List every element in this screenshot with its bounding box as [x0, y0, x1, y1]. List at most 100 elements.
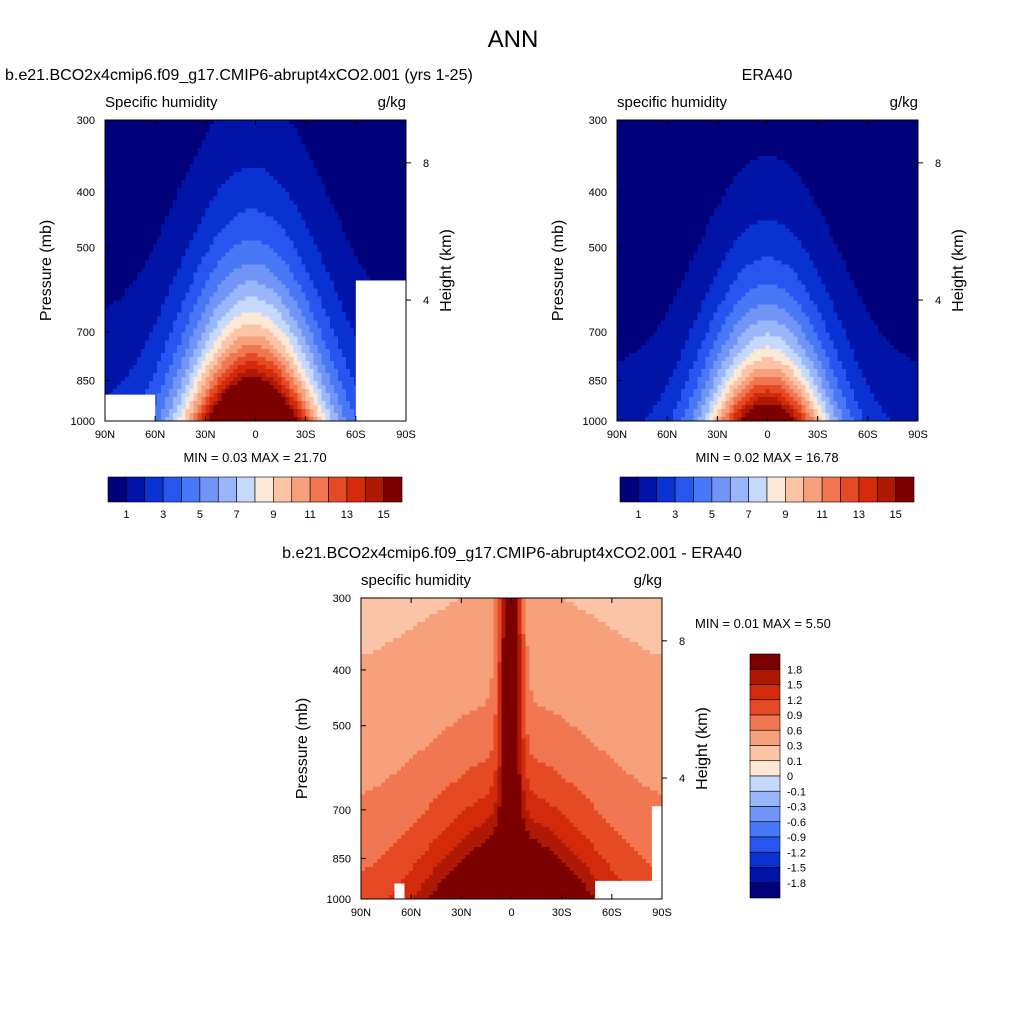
- contour-cell: [169, 360, 174, 366]
- contour-cell: [213, 156, 218, 161]
- contour-cell: [237, 384, 243, 390]
- contour-cell: [377, 180, 383, 185]
- contour-cell: [329, 340, 335, 346]
- contour-cell: [389, 128, 395, 133]
- contour-cell: [125, 152, 130, 157]
- contour-cell: [309, 264, 315, 270]
- contour-cell: [121, 372, 126, 378]
- contour-cell: [117, 308, 122, 314]
- contour-cell: [205, 344, 210, 350]
- contour-cell: [221, 332, 226, 338]
- contour-cell: [353, 236, 359, 241]
- contour-cell: [357, 208, 363, 213]
- contour-cell: [293, 268, 299, 274]
- contour-cell: [185, 284, 190, 290]
- contour-cell: [157, 384, 162, 390]
- contour-cell: [337, 132, 343, 137]
- contour-cell: [181, 380, 186, 386]
- contour-cell: [269, 164, 275, 169]
- contour-cell: [233, 192, 239, 197]
- contour-cell: [109, 224, 114, 229]
- contour-cell: [337, 376, 343, 382]
- contour-cell: [297, 372, 303, 378]
- contour-cell: [225, 180, 231, 185]
- contour-cell: [221, 192, 226, 197]
- contour-cell: [129, 372, 134, 378]
- contour-cell: [253, 292, 259, 298]
- contour-cell: [145, 240, 150, 246]
- contour-cell: [317, 308, 323, 314]
- contour-cell: [265, 300, 271, 306]
- contour-cell: [181, 308, 186, 314]
- contour-cell: [213, 192, 218, 197]
- contour-cell: [153, 212, 158, 217]
- contour-cell: [325, 256, 331, 262]
- contour-cell: [401, 140, 407, 145]
- contour-cell: [333, 216, 339, 221]
- contour-cell: [337, 316, 343, 322]
- contour-cell: [209, 336, 214, 342]
- contour-cell: [133, 216, 138, 221]
- contour-cell: [293, 260, 299, 266]
- contour-cell: [213, 216, 218, 221]
- contour-cell: [265, 140, 271, 145]
- contour-cell: [325, 344, 331, 350]
- contour-cell: [169, 352, 174, 358]
- contour-cell: [217, 200, 222, 205]
- contour-cell: [317, 204, 323, 209]
- contour-cell: [325, 340, 331, 346]
- contour-cell: [181, 144, 186, 149]
- contour-cell: [349, 212, 355, 217]
- contour-cell: [301, 220, 307, 225]
- contour-cell: [265, 372, 271, 378]
- contour-cell: [157, 264, 162, 270]
- contour-cell: [281, 380, 287, 386]
- contour-cell: [153, 328, 158, 334]
- contour-cell: [113, 152, 118, 157]
- contour-cell: [221, 340, 226, 346]
- contour-cell: [181, 128, 186, 133]
- contour-cell: [349, 172, 355, 177]
- contour-cell: [189, 132, 194, 137]
- contour-cell: [177, 380, 182, 386]
- contour-cell: [337, 268, 343, 274]
- contour-cell: [333, 204, 339, 209]
- contour-cell: [141, 312, 146, 318]
- contour-cell: [245, 260, 251, 266]
- contour-cell: [105, 172, 110, 177]
- contour-cell: [173, 324, 178, 330]
- contour-cell: [229, 372, 235, 378]
- contour-cell: [189, 304, 194, 310]
- contour-cell: [329, 336, 335, 342]
- contour-cell: [353, 276, 359, 282]
- contour-cell: [357, 264, 363, 270]
- contour-cell: [205, 320, 210, 326]
- contour-cell: [129, 352, 134, 358]
- contour-cell: [321, 360, 327, 366]
- contour-cell: [369, 196, 375, 201]
- contour-cell: [365, 160, 371, 165]
- contour-cell: [105, 148, 110, 153]
- contour-cell: [317, 232, 323, 237]
- contour-cell: [193, 300, 198, 306]
- contour-cell: [109, 296, 114, 302]
- contour-cell: [145, 252, 150, 258]
- contour-cell: [105, 132, 110, 137]
- contour-cell: [145, 308, 150, 314]
- contour-cell: [225, 184, 231, 189]
- contour-cell: [229, 172, 235, 177]
- contour-cell: [105, 140, 110, 145]
- contour-cell: [181, 364, 186, 370]
- contour-cell: [317, 124, 323, 129]
- contour-cell: [229, 344, 235, 350]
- contour-cell: [157, 252, 162, 258]
- contour-cell: [309, 204, 315, 209]
- contour-cell: [185, 208, 190, 213]
- contour-cell: [357, 236, 363, 241]
- contour-cell: [269, 180, 275, 185]
- contour-cell: [205, 152, 210, 157]
- contour-cell: [273, 164, 279, 169]
- contour-cell: [201, 192, 206, 197]
- contour-cell: [145, 372, 150, 378]
- contour-cell: [397, 256, 403, 262]
